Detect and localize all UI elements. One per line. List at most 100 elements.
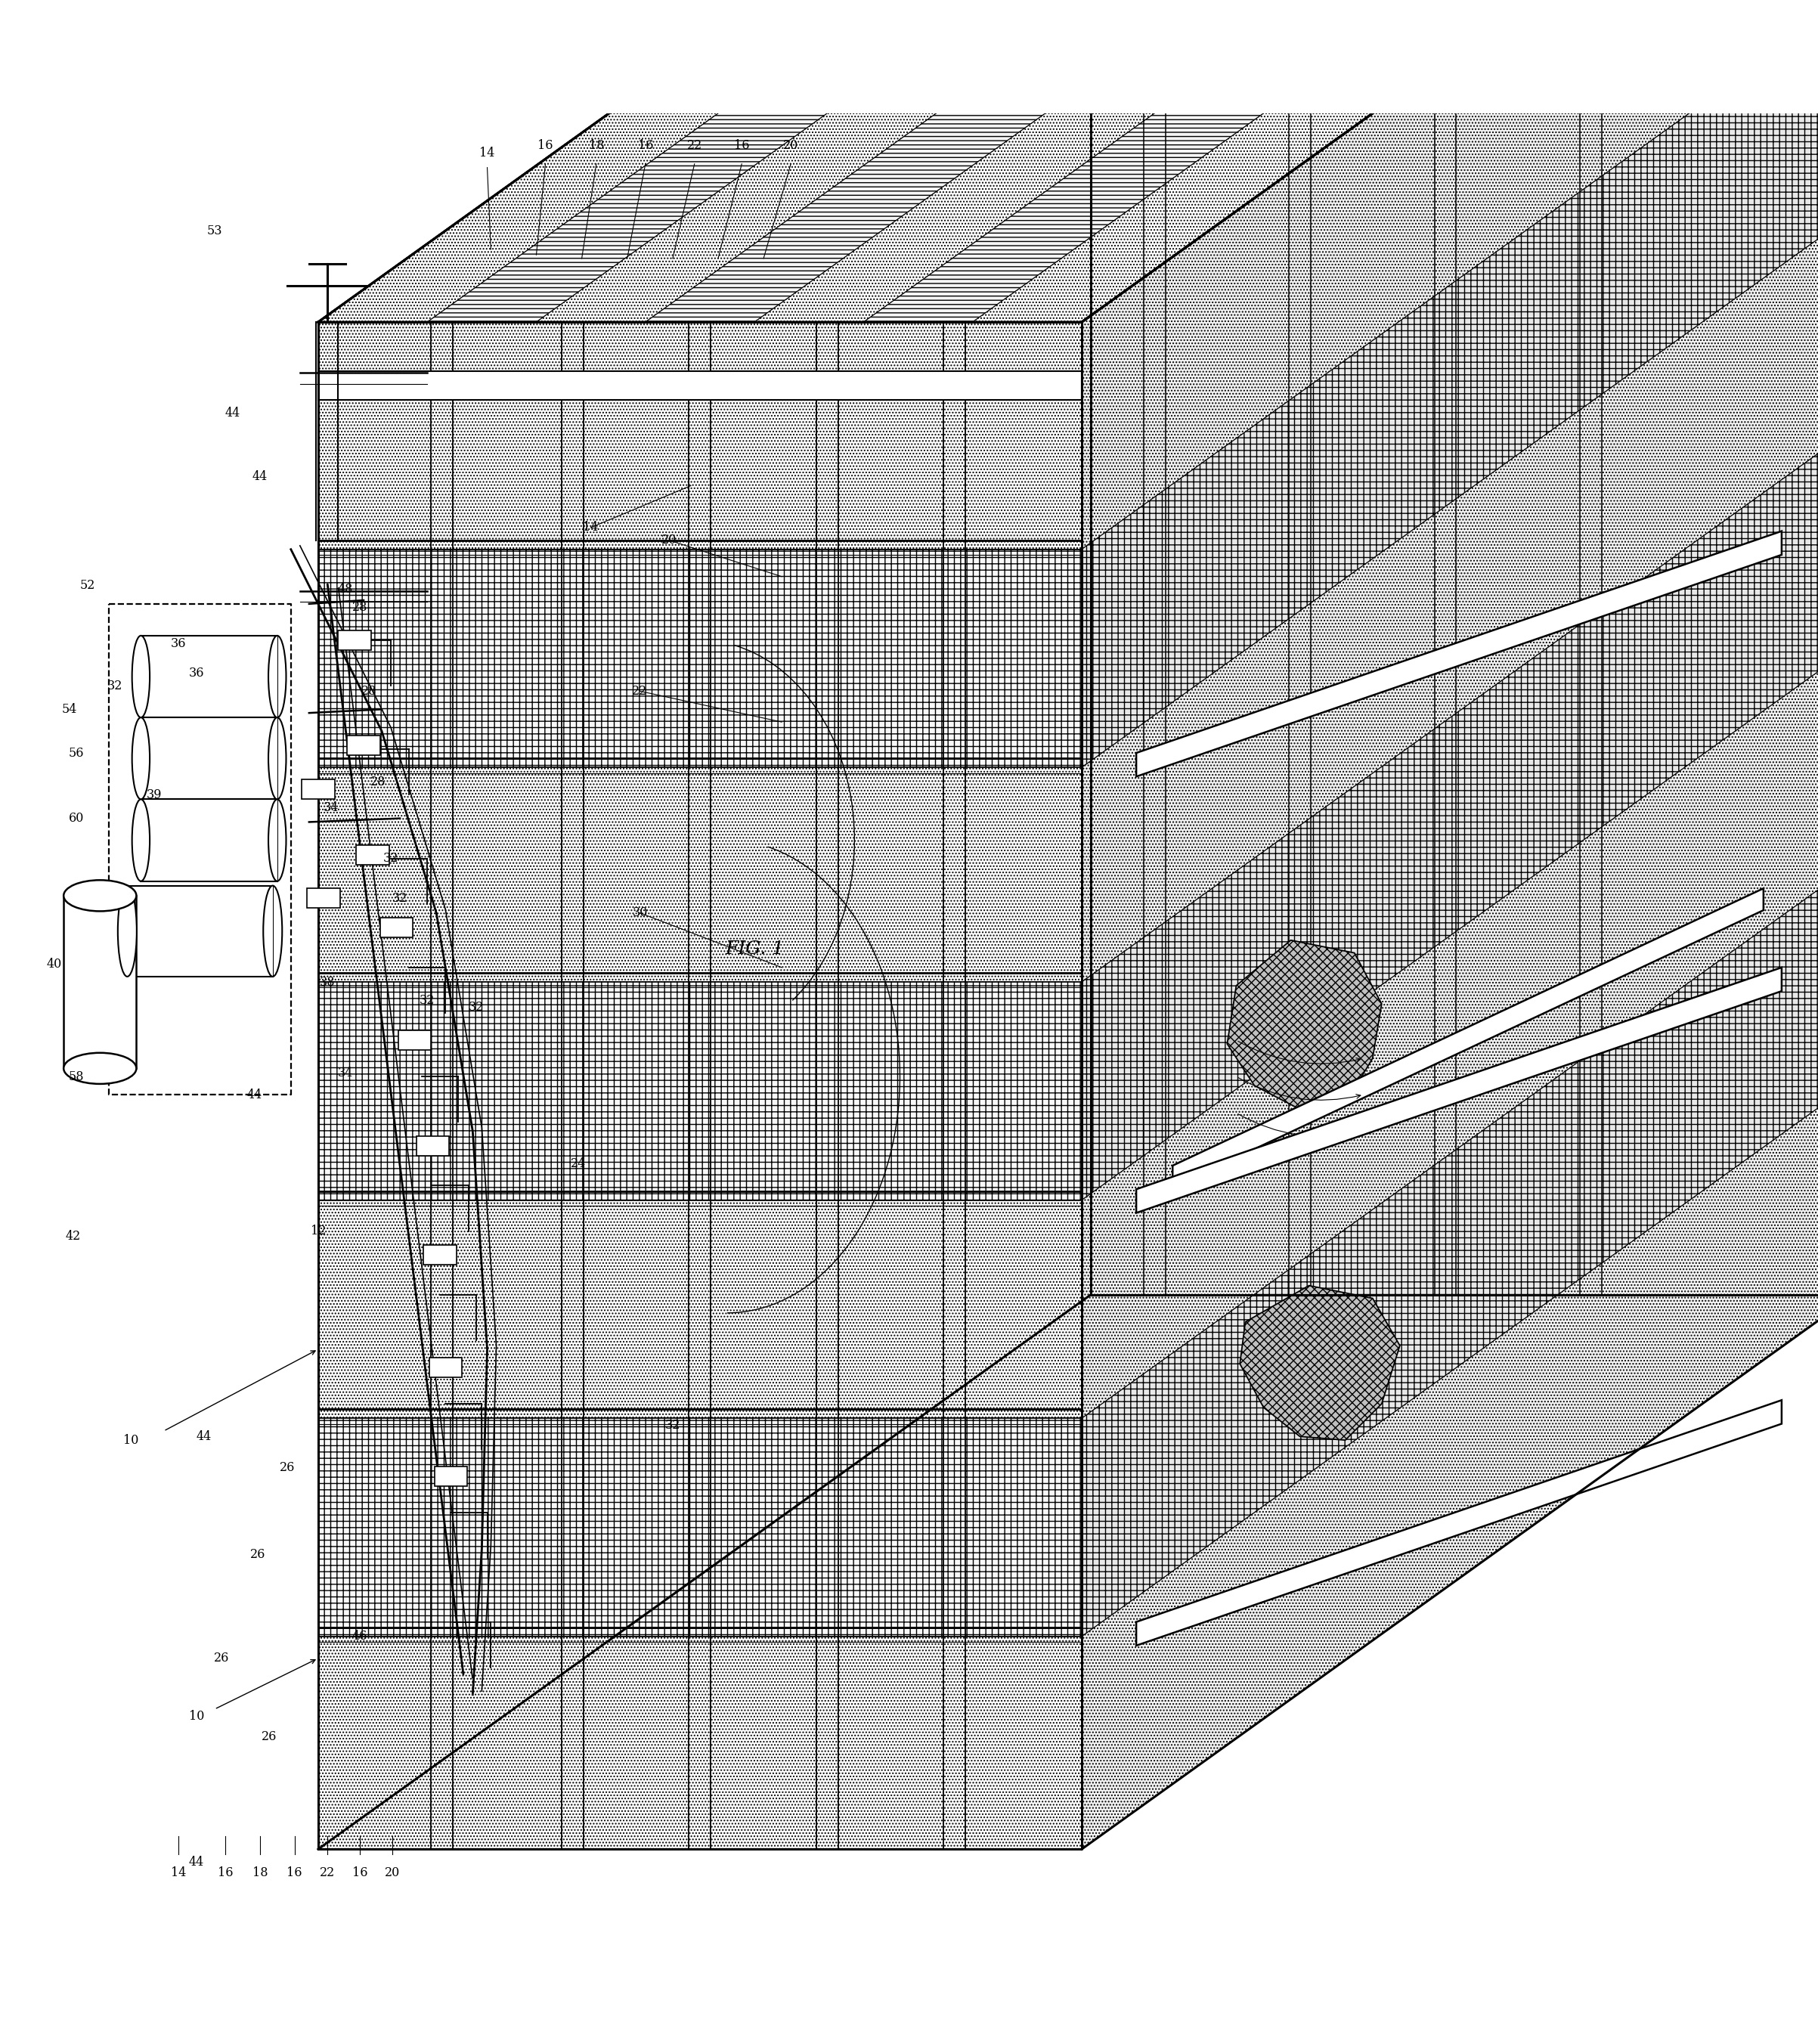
Polygon shape — [318, 550, 1082, 766]
Polygon shape — [424, 1245, 456, 1265]
Text: 26: 26 — [215, 1652, 229, 1664]
Polygon shape — [1136, 967, 1782, 1212]
Text: 16: 16 — [734, 139, 749, 151]
Text: 16: 16 — [287, 1866, 302, 1878]
Polygon shape — [127, 885, 273, 977]
Polygon shape — [1082, 1081, 1818, 1850]
Text: 32: 32 — [469, 1002, 484, 1014]
Polygon shape — [338, 630, 371, 650]
Text: 26: 26 — [262, 1729, 276, 1744]
Polygon shape — [318, 766, 1082, 981]
Polygon shape — [1082, 0, 1818, 550]
Text: 20: 20 — [385, 1866, 400, 1878]
Text: 26: 26 — [280, 1461, 295, 1474]
Polygon shape — [318, 981, 1082, 1200]
Ellipse shape — [64, 881, 136, 912]
Text: 20: 20 — [662, 533, 676, 546]
Text: 53: 53 — [207, 225, 222, 237]
Polygon shape — [1240, 1286, 1400, 1441]
Text: 46: 46 — [353, 1629, 367, 1643]
Polygon shape — [380, 918, 413, 938]
Text: 12: 12 — [311, 1224, 325, 1237]
Polygon shape — [142, 799, 276, 881]
Text: 56: 56 — [69, 746, 84, 760]
Text: 54: 54 — [62, 703, 76, 715]
Text: 10: 10 — [124, 1433, 138, 1447]
Text: 20: 20 — [784, 139, 798, 151]
Polygon shape — [645, 0, 1527, 323]
Polygon shape — [1082, 213, 1818, 981]
Text: 32: 32 — [665, 1419, 680, 1433]
Polygon shape — [536, 0, 1418, 323]
Polygon shape — [429, 1357, 462, 1378]
Text: 18: 18 — [589, 139, 604, 151]
Text: 44: 44 — [247, 1087, 262, 1102]
Text: 32: 32 — [384, 852, 398, 865]
Ellipse shape — [64, 1053, 136, 1083]
Text: 44: 44 — [196, 1431, 211, 1443]
Text: 28: 28 — [353, 601, 367, 613]
Text: 28: 28 — [371, 775, 385, 789]
Polygon shape — [318, 1637, 1082, 1850]
Ellipse shape — [133, 799, 149, 881]
Polygon shape — [307, 889, 340, 908]
Text: 44: 44 — [253, 470, 267, 482]
Polygon shape — [318, 372, 1082, 401]
Ellipse shape — [269, 717, 285, 799]
Text: 26: 26 — [251, 1547, 265, 1562]
Text: 60: 60 — [69, 811, 84, 826]
Polygon shape — [64, 895, 136, 1069]
Polygon shape — [398, 1030, 431, 1051]
Text: 44: 44 — [189, 1856, 204, 1868]
Text: 58: 58 — [69, 1071, 84, 1083]
Text: 14: 14 — [171, 1866, 185, 1878]
Polygon shape — [1173, 889, 1763, 1188]
Text: 16: 16 — [638, 139, 653, 151]
Text: 52: 52 — [80, 578, 95, 593]
Text: 16: 16 — [218, 1866, 233, 1878]
Text: 18: 18 — [253, 1866, 267, 1878]
Text: 22: 22 — [320, 1866, 335, 1878]
Text: 44: 44 — [225, 407, 240, 419]
Polygon shape — [1136, 1400, 1782, 1645]
Ellipse shape — [118, 885, 136, 977]
Ellipse shape — [133, 636, 149, 717]
Polygon shape — [1082, 0, 1818, 766]
Polygon shape — [142, 717, 276, 799]
Ellipse shape — [264, 885, 282, 977]
Text: 14: 14 — [480, 147, 494, 159]
Text: 30: 30 — [633, 905, 647, 920]
Polygon shape — [427, 0, 1309, 323]
Polygon shape — [864, 0, 1745, 323]
Text: 40: 40 — [47, 957, 62, 971]
Polygon shape — [347, 736, 380, 756]
Polygon shape — [356, 844, 389, 865]
Text: 22: 22 — [633, 685, 647, 697]
Text: 24: 24 — [571, 1157, 585, 1171]
Polygon shape — [318, 323, 1082, 550]
Polygon shape — [1082, 427, 1818, 1200]
Polygon shape — [1082, 865, 1818, 1637]
Ellipse shape — [269, 799, 285, 881]
Text: 39: 39 — [147, 789, 162, 801]
Text: 42: 42 — [65, 1230, 80, 1243]
Text: 22: 22 — [687, 139, 702, 151]
Polygon shape — [416, 1136, 449, 1155]
Polygon shape — [754, 0, 1636, 323]
Polygon shape — [1136, 531, 1782, 777]
Text: 32: 32 — [393, 891, 407, 905]
Text: 36: 36 — [189, 666, 204, 679]
Ellipse shape — [133, 717, 149, 799]
Text: 32: 32 — [420, 993, 435, 1006]
Polygon shape — [318, 1419, 1082, 1637]
Text: 38: 38 — [320, 975, 335, 989]
Polygon shape — [318, 1200, 1082, 1419]
Text: FIG. 1: FIG. 1 — [725, 940, 784, 959]
Polygon shape — [142, 636, 276, 717]
Text: 28: 28 — [362, 685, 376, 697]
Text: 32: 32 — [107, 679, 122, 693]
Text: 36: 36 — [171, 638, 185, 650]
Polygon shape — [435, 1468, 467, 1486]
Polygon shape — [302, 779, 335, 799]
Text: 48: 48 — [338, 583, 353, 595]
